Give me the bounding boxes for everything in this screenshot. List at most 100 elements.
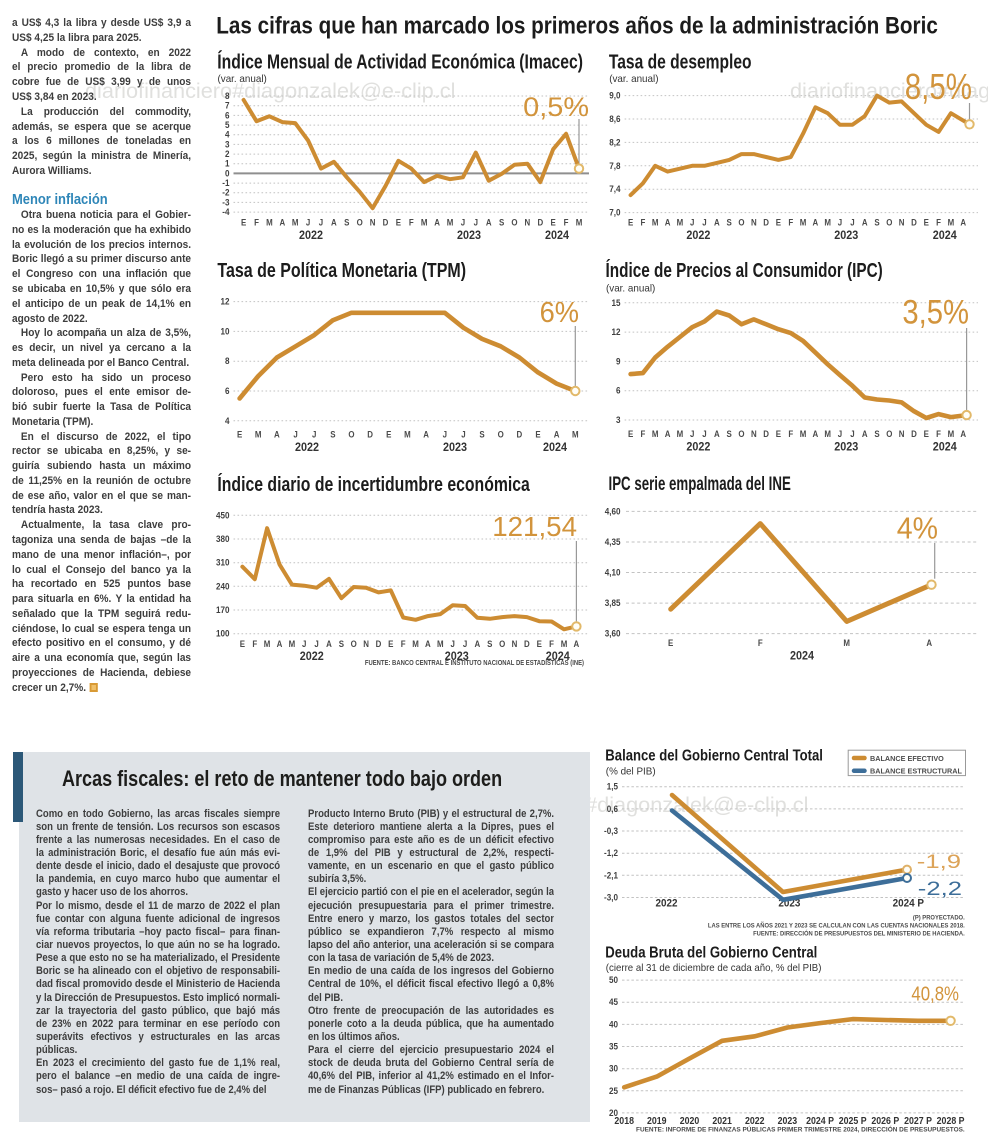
svg-text:2028 P: 2028 P [937,1114,965,1126]
svg-text:J: J [690,217,695,228]
svg-text:4,35: 4,35 [605,537,621,548]
svg-text:N: N [899,429,905,440]
svg-text:Deuda Bruta del Gobierno Centr: Deuda Bruta del Gobierno Central [605,944,817,961]
svg-text:A: A [813,217,819,228]
svg-text:2022: 2022 [295,442,319,455]
svg-text:A: A [665,429,671,440]
svg-text:A: A [813,429,819,440]
svg-text:Balance del Gobierno Central T: Balance del Gobierno Central Total [605,747,823,764]
svg-text:2022: 2022 [745,1114,765,1126]
svg-text:2019: 2019 [647,1114,667,1126]
svg-text:20: 20 [609,1107,618,1118]
svg-text:BALANCE EFECTIVO: BALANCE EFECTIVO [870,754,944,763]
svg-text:J: J [302,639,307,650]
svg-text:(var. anual): (var. anual) [218,74,267,85]
svg-text:M: M [652,429,659,440]
svg-text:F: F [788,217,793,228]
svg-text:D: D [517,429,523,440]
svg-text:2023: 2023 [443,442,467,455]
svg-text:4,60: 4,60 [605,506,621,517]
svg-text:12: 12 [220,296,229,307]
svg-text:Índice de Precios al Consumido: Índice de Precios al Consumidor (IPC) [606,258,883,282]
svg-text:-2,1: -2,1 [604,870,618,881]
svg-text:2027 P: 2027 P [904,1114,932,1126]
svg-text:A: A [279,217,285,228]
svg-text:240: 240 [216,581,230,592]
svg-text:50: 50 [609,975,618,986]
svg-text:J: J [850,217,855,228]
svg-text:J: J [293,429,298,440]
svg-text:F: F [640,429,645,440]
svg-text:(% del PIB): (% del PIB) [606,766,656,777]
svg-text:3: 3 [616,415,621,426]
svg-text:S: S [727,429,733,440]
svg-text:9,0: 9,0 [609,90,620,101]
svg-text:A: A [274,429,280,440]
svg-text:-0,3: -0,3 [604,826,618,837]
svg-text:2024: 2024 [790,650,815,663]
svg-text:D: D [367,429,373,440]
svg-text:E: E [241,217,247,228]
svg-text:N: N [899,217,905,228]
svg-text:8,2: 8,2 [609,137,620,148]
svg-text:M: M [677,429,684,440]
svg-text:A: A [862,217,868,228]
svg-text:E: E [388,639,394,650]
svg-text:8: 8 [225,356,230,367]
svg-text:40,8%: 40,8% [911,982,959,1005]
svg-text:FUENTE: DIRECCIÓN DE PRESUPUES: FUENTE: DIRECCIÓN DE PRESUPUESTOS DEL MI… [753,929,965,937]
svg-text:2020: 2020 [680,1114,700,1126]
svg-text:2021: 2021 [712,1114,732,1126]
svg-text:6: 6 [225,110,230,121]
svg-text:O: O [499,639,506,650]
svg-text:LAS ENTRE LOS AÑOS 2021 Y 2023: LAS ENTRE LOS AÑOS 2021 Y 2023 SE CALCUL… [708,922,965,929]
svg-text:F: F [549,639,554,650]
svg-text:S: S [344,217,350,228]
svg-text:J: J [474,217,479,228]
svg-text:J: J [312,429,317,440]
svg-text:N: N [525,217,531,228]
svg-text:6: 6 [616,385,621,396]
svg-text:-4: -4 [222,207,229,218]
svg-text:M: M [447,217,454,228]
svg-text:N: N [363,639,369,650]
svg-text:J: J [702,217,707,228]
svg-text:10: 10 [220,326,229,337]
svg-text:1: 1 [225,158,230,169]
svg-text:-3: -3 [222,197,229,208]
svg-text:6%: 6% [540,296,579,328]
svg-text:A: A [554,429,560,440]
svg-text:450: 450 [216,510,230,521]
svg-text:8,5%: 8,5% [905,66,972,106]
svg-text:N: N [751,429,757,440]
svg-text:E: E [776,217,782,228]
svg-text:S: S [874,217,880,228]
svg-text:E: E [537,639,543,650]
svg-text:D: D [537,217,543,228]
svg-text:15: 15 [611,297,620,308]
svg-text:4: 4 [225,129,230,140]
svg-text:35: 35 [609,1041,618,1052]
svg-text:4,10: 4,10 [605,567,621,578]
svg-text:A: A [574,639,580,650]
svg-text:J: J [319,217,324,228]
svg-text:O: O [886,217,893,228]
svg-text:2023: 2023 [834,441,858,454]
svg-text:N: N [512,639,518,650]
svg-text:M: M [266,217,273,228]
svg-text:-2: -2 [222,187,229,198]
svg-text:7,8: 7,8 [609,160,620,171]
svg-text:S: S [330,429,336,440]
svg-text:O: O [738,217,745,228]
svg-text:E: E [551,217,557,228]
svg-text:J: J [702,429,707,440]
svg-text:A: A [486,217,492,228]
svg-text:D: D [911,217,917,228]
svg-text:12: 12 [611,327,620,338]
svg-text:M: M [255,429,262,440]
svg-text:M: M [421,217,428,228]
svg-text:30: 30 [609,1063,618,1074]
svg-text:E: E [535,429,541,440]
svg-text:170: 170 [216,605,230,616]
svg-text:A: A [862,429,868,440]
